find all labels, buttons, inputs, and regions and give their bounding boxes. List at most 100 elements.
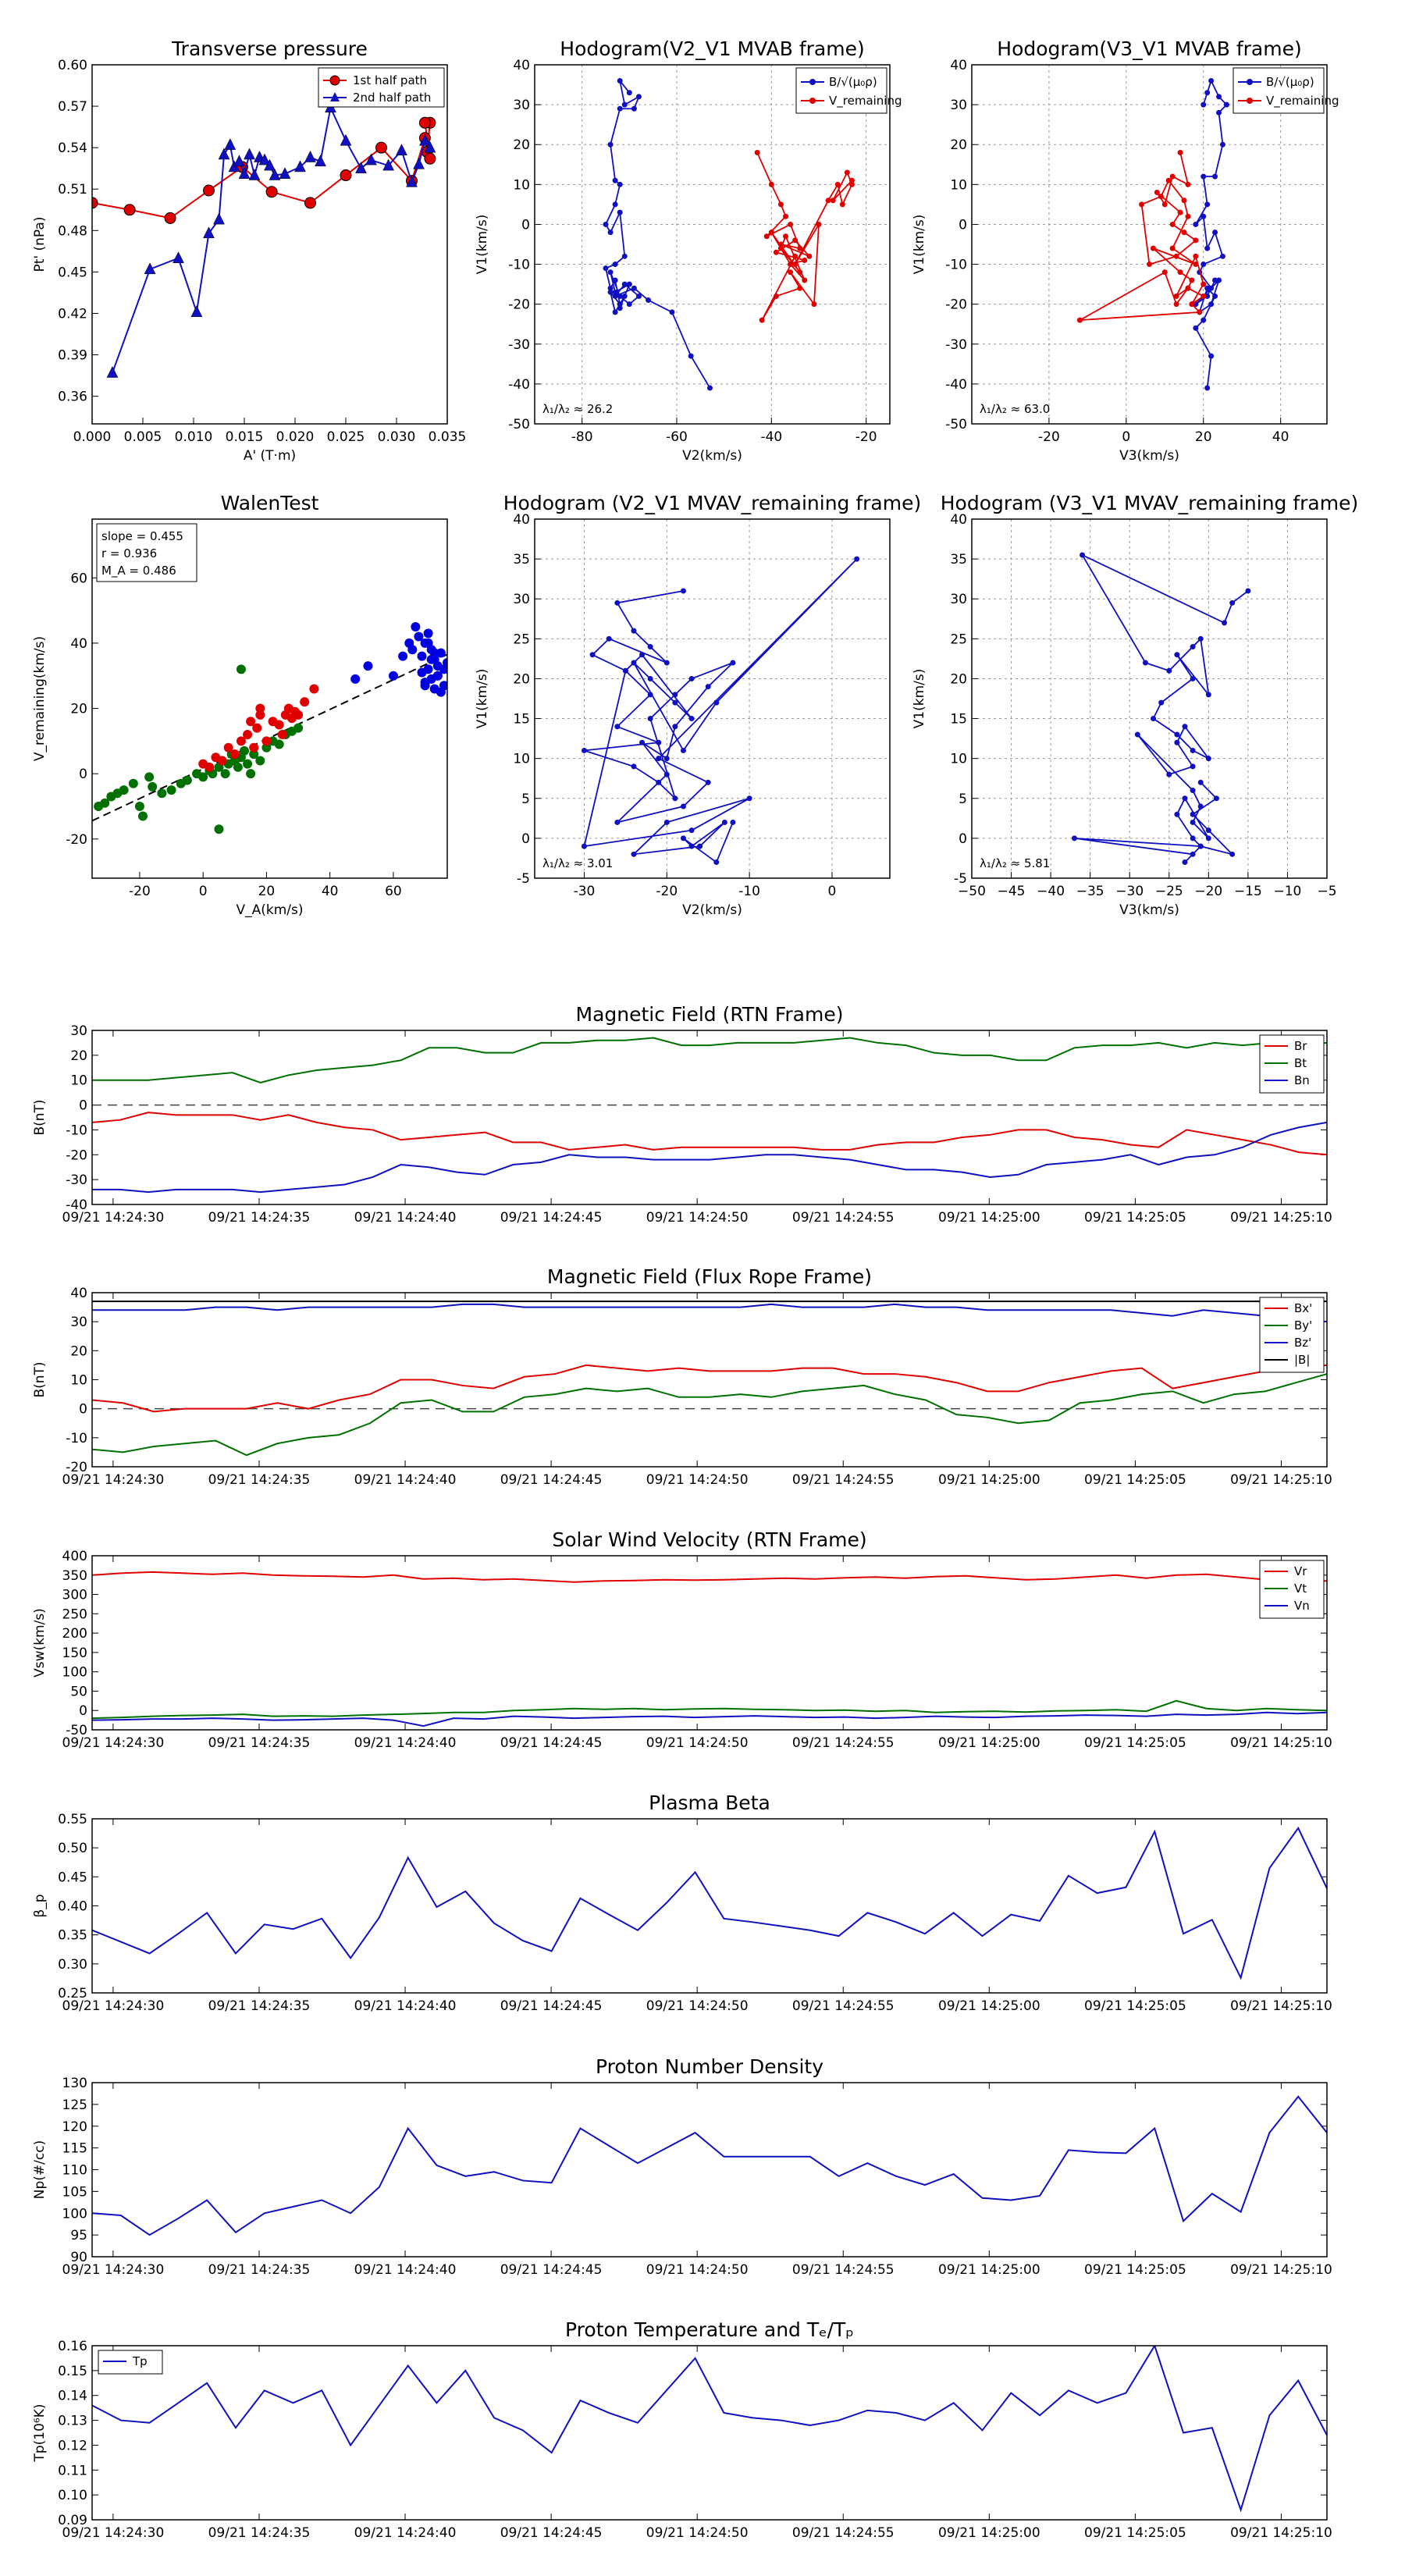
- x-tick-label: -10: [738, 884, 760, 899]
- y-tick-label: 115: [62, 2141, 87, 2157]
- y-tick-label: 30: [950, 592, 967, 607]
- y-tick-label: 30: [70, 1023, 87, 1039]
- x-tick-label: −20: [1194, 884, 1222, 899]
- legend-label: V_remaining: [1266, 94, 1339, 109]
- data-point: [607, 269, 614, 276]
- y-tick-label: 20: [950, 137, 967, 153]
- plot-frame: [91, 1030, 1328, 1205]
- data-point: [252, 723, 262, 733]
- data-point: [617, 209, 623, 215]
- data-point: [617, 181, 623, 187]
- data-point: [293, 710, 304, 720]
- y-tick-label: 40: [513, 58, 530, 73]
- x-tick-label: 09/21 14:24:55: [792, 2525, 895, 2541]
- data-point: [382, 158, 395, 171]
- legend: B/√(μ₀ρ) V_remaining: [1232, 67, 1339, 114]
- data-point: [1204, 245, 1211, 251]
- data-point: [243, 759, 253, 769]
- data-point: [730, 660, 736, 666]
- y-tick-label: 400: [62, 1549, 87, 1564]
- data-point: [768, 181, 774, 187]
- data-point: [205, 762, 215, 772]
- data-point: [148, 781, 158, 792]
- data-point: [1212, 229, 1218, 236]
- data-point: [246, 717, 256, 727]
- data-point: [1204, 90, 1211, 96]
- data-point: [1208, 301, 1215, 308]
- data-point: [688, 353, 694, 359]
- plot-area: [92, 2346, 1327, 2513]
- x-tick-label: 09/21 14:24:50: [646, 2525, 749, 2541]
- data-point: [839, 201, 845, 208]
- data-point: [233, 762, 243, 772]
- plot-area: [92, 1571, 1327, 1727]
- chart-title: Hodogram(V3_V1 MVAB frame): [997, 37, 1301, 60]
- data-point: [626, 90, 632, 96]
- chart-title: Hodogram (V2_V1 MVAV_remaining frame): [503, 492, 922, 514]
- data-point: [635, 94, 642, 100]
- panel-walen: WalenTest -20 0 20 40 60 -20 0 20 40 60 V_A(km/s) V_…: [32, 492, 448, 918]
- y-tick-label: -40: [66, 1197, 87, 1213]
- data-point: [663, 660, 670, 666]
- data-point: [688, 843, 695, 849]
- data-point: [439, 681, 447, 691]
- data-point: [603, 221, 609, 227]
- plot-frame: [534, 518, 891, 879]
- x-axis-label: V_A(km/s): [236, 902, 303, 918]
- data-point: [1212, 173, 1218, 180]
- chart-title: Hodogram (V3_V1 MVAV_remaining frame): [941, 492, 1359, 514]
- data-point: [1197, 309, 1203, 315]
- y-tick-label: -10: [508, 258, 530, 273]
- y-tick-label: 0: [521, 217, 530, 233]
- data-point: [607, 141, 614, 148]
- x-tick-label: −5: [1317, 884, 1336, 899]
- y-tick-label: 150: [62, 1646, 87, 1661]
- data-point: [355, 162, 367, 173]
- data-point: [249, 742, 259, 753]
- data-point: [1216, 94, 1222, 100]
- data-point: [647, 692, 653, 698]
- data-point: [1219, 141, 1225, 148]
- data-point: [672, 699, 678, 706]
- legend: Tp: [98, 2350, 163, 2375]
- data-point: [246, 769, 256, 779]
- x-tick-label: 0: [1122, 429, 1130, 445]
- data-point: [1182, 724, 1188, 730]
- y-tick-label: 15: [513, 712, 530, 728]
- x-tick-label: −45: [998, 884, 1026, 899]
- y-tick-label: 25: [950, 632, 967, 647]
- chart-title: Transverse pressure: [171, 37, 368, 60]
- data-point: [157, 788, 167, 799]
- plot-frame: [91, 1555, 1328, 1731]
- data-point: [375, 141, 387, 154]
- data-point: [816, 221, 822, 227]
- data-point: [274, 739, 284, 749]
- series-line-Vt: [92, 1699, 1327, 1720]
- data-point: [1216, 109, 1222, 116]
- y-tick-label: 0.45: [58, 265, 87, 280]
- data-point: [1169, 221, 1176, 227]
- legend-label: |B|: [1294, 1353, 1310, 1367]
- data-point: [1204, 201, 1211, 208]
- x-tick-label: 0.000: [73, 429, 112, 445]
- data-point: [646, 297, 652, 304]
- data-point: [217, 756, 227, 766]
- plot-frame: [91, 64, 448, 425]
- x-tick-label: 09/21 14:24:40: [354, 2262, 457, 2278]
- y-tick-label: -5: [954, 871, 967, 887]
- x-tick-label: -20: [129, 884, 151, 899]
- data-point: [792, 262, 799, 268]
- data-point: [647, 716, 653, 722]
- y-axis-label: Np(#/cc): [32, 2140, 48, 2199]
- plot-frame: [91, 1292, 1328, 1468]
- data-point: [1161, 269, 1168, 276]
- x-tick-label: 09/21 14:24:55: [792, 1735, 895, 1751]
- data-point: [236, 736, 246, 746]
- y-tick-label: -10: [66, 1123, 87, 1138]
- data-point: [631, 851, 637, 857]
- data-point: [621, 101, 628, 108]
- data-point: [612, 262, 618, 268]
- y-tick-label: 10: [513, 752, 530, 767]
- y-tick-label: 0.60: [58, 58, 87, 73]
- data-point: [1193, 253, 1199, 259]
